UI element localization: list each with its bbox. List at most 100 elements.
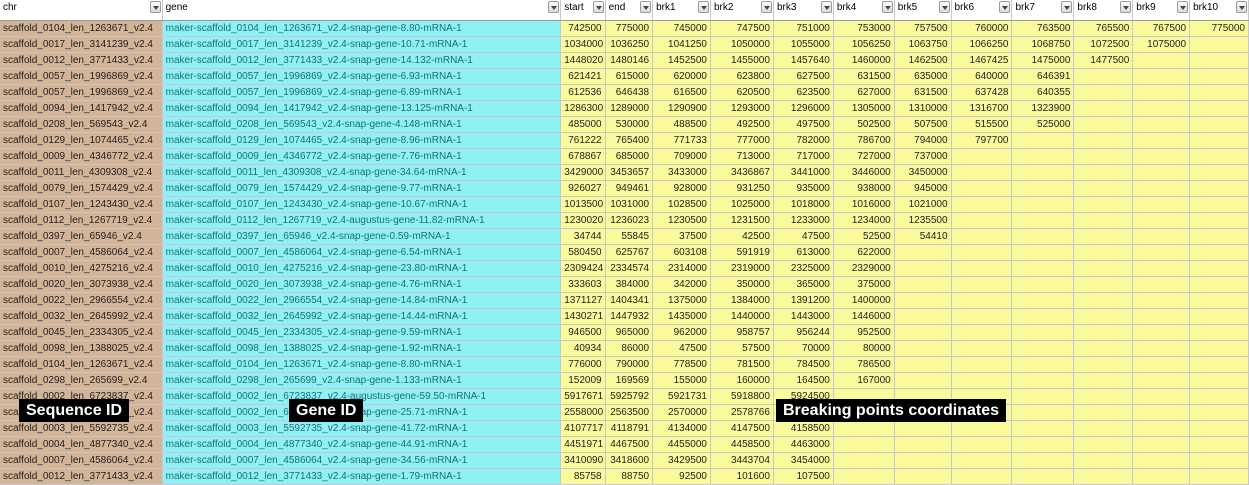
empty-cell[interactable] [1189,276,1249,293]
gene-cell[interactable]: maker-scaffold_0057_len_1996869_v2.4-sna… [162,68,562,85]
coordinate-cell[interactable]: 1025000 [710,196,774,213]
coordinate-cell[interactable]: 620500 [710,84,774,101]
coordinate-cell[interactable]: 1293000 [710,100,774,117]
column-header-brk9[interactable]: brk9 [1132,0,1191,21]
coordinate-cell[interactable]: 4107717 [560,420,606,437]
coordinate-cell[interactable]: 646391 [1011,68,1075,85]
coordinate-cell[interactable]: 622000 [833,244,895,261]
coordinate-cell[interactable]: 771733 [652,132,711,149]
coordinate-cell[interactable]: 1028500 [652,196,711,213]
empty-cell[interactable] [1189,132,1249,149]
empty-cell[interactable] [1011,436,1075,453]
empty-cell[interactable] [1011,260,1075,277]
coordinate-cell[interactable]: 3446000 [833,164,895,181]
coordinate-cell[interactable]: 742500 [560,20,606,37]
empty-cell[interactable] [1189,52,1249,69]
empty-cell[interactable] [1073,468,1134,485]
empty-cell[interactable] [1189,420,1249,437]
coordinate-cell[interactable]: 2309424 [560,260,606,277]
empty-cell[interactable] [1011,132,1075,149]
empty-cell[interactable] [951,292,1013,309]
empty-cell[interactable] [1011,372,1075,389]
empty-cell[interactable] [1189,452,1249,469]
empty-cell[interactable] [833,436,895,453]
column-header-gene[interactable]: gene [162,0,562,21]
coordinate-cell[interactable]: 4118791 [605,420,654,437]
coordinate-cell[interactable]: 2319000 [710,260,774,277]
empty-cell[interactable] [1132,228,1191,245]
empty-cell[interactable] [833,468,895,485]
empty-cell[interactable] [1189,404,1249,421]
coordinate-cell[interactable]: 1480146 [605,52,654,69]
empty-cell[interactable] [1073,308,1134,325]
coordinate-cell[interactable]: 169569 [605,372,654,389]
filter-dropdown-icon[interactable] [760,1,772,13]
empty-cell[interactable] [1189,292,1249,309]
empty-cell[interactable] [833,420,895,437]
coordinate-cell[interactable]: 627500 [773,68,834,85]
empty-cell[interactable] [1189,196,1249,213]
coordinate-cell[interactable]: 4455000 [652,436,711,453]
chr-cell[interactable]: scaffold_0112_len_1267719_v2.4 [0,212,163,229]
empty-cell[interactable] [1011,276,1075,293]
column-header-brk6[interactable]: brk6 [951,0,1013,21]
coordinate-cell[interactable]: 101600 [710,468,774,485]
coordinate-cell[interactable]: 1375000 [652,292,711,309]
empty-cell[interactable] [1011,180,1075,197]
empty-cell[interactable] [1132,180,1191,197]
coordinate-cell[interactable]: 635000 [894,68,952,85]
gene-cell[interactable]: maker-scaffold_0002_len_6723837_v2.4-aug… [162,388,562,405]
gene-cell[interactable]: maker-scaffold_0010_len_4275216_v2.4-sna… [162,260,562,277]
gene-cell[interactable]: maker-scaffold_0107_len_1243430_v2.4-sna… [162,196,562,213]
empty-cell[interactable] [1073,180,1134,197]
chr-cell[interactable]: scaffold_0017_len_3141239_v2.4 [0,36,163,53]
empty-cell[interactable] [1073,84,1134,101]
coordinate-cell[interactable]: 776000 [560,356,606,373]
coordinate-cell[interactable]: 2578766 [710,404,774,421]
coordinate-cell[interactable]: 1475000 [1011,52,1075,69]
empty-cell[interactable] [1073,132,1134,149]
coordinate-cell[interactable]: 1452500 [652,52,711,69]
empty-cell[interactable] [951,180,1013,197]
empty-cell[interactable] [1073,260,1134,277]
coordinate-cell[interactable]: 488500 [652,116,711,133]
coordinate-cell[interactable]: 1446000 [833,308,895,325]
coordinate-cell[interactable]: 3450000 [894,164,952,181]
coordinate-cell[interactable]: 685000 [605,148,654,165]
empty-cell[interactable] [1189,36,1249,53]
coordinate-cell[interactable]: 3441000 [773,164,834,181]
coordinate-cell[interactable]: 786700 [833,132,895,149]
filter-dropdown-icon[interactable] [697,1,709,13]
coordinate-cell[interactable]: 612536 [560,84,606,101]
coordinate-cell[interactable]: 155000 [652,372,711,389]
coordinate-cell[interactable]: 34744 [560,228,606,245]
column-header-start[interactable]: start [560,0,606,21]
chr-cell[interactable]: scaffold_0129_len_1074465_v2.4 [0,132,163,149]
empty-cell[interactable] [951,372,1013,389]
gene-cell[interactable]: maker-scaffold_0012_len_3771433_v2.4-sna… [162,52,562,69]
empty-cell[interactable] [1011,452,1075,469]
empty-cell[interactable] [951,276,1013,293]
coordinate-cell[interactable]: 86000 [605,340,654,357]
coordinate-cell[interactable]: 1286300 [560,100,606,117]
coordinate-cell[interactable]: 765500 [1073,20,1134,37]
empty-cell[interactable] [1132,404,1191,421]
chr-cell[interactable]: scaffold_0012_len_3771433_v2.4 [0,52,163,69]
coordinate-cell[interactable]: 965000 [605,324,654,341]
coordinate-cell[interactable]: 623800 [710,68,774,85]
coordinate-cell[interactable]: 375000 [833,276,895,293]
coordinate-cell[interactable]: 2314000 [652,260,711,277]
gene-cell[interactable]: maker-scaffold_0007_len_4586064_v2.4-sna… [162,244,562,261]
empty-cell[interactable] [951,324,1013,341]
chr-cell[interactable]: scaffold_0057_len_1996869_v2.4 [0,84,163,101]
gene-cell[interactable]: maker-scaffold_0129_len_1074465_v2.4-sna… [162,132,562,149]
coordinate-cell[interactable]: 1230020 [560,212,606,229]
coordinate-cell[interactable]: 926027 [560,180,606,197]
chr-cell[interactable]: scaffold_0104_len_1263671_v2.4 [0,20,163,37]
coordinate-cell[interactable]: 1305000 [833,100,895,117]
column-header-brk2[interactable]: brk2 [710,0,774,21]
coordinate-cell[interactable]: 92500 [652,468,711,485]
gene-cell[interactable]: maker-scaffold_0098_len_1388025_v2.4-sna… [162,340,562,357]
coordinate-cell[interactable]: 4463000 [773,436,834,453]
coordinate-cell[interactable]: 1448020 [560,52,606,69]
